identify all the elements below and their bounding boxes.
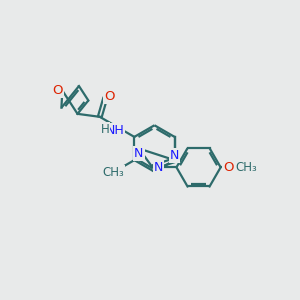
Text: N: N [170, 148, 179, 162]
Text: CH₃: CH₃ [102, 166, 124, 179]
Text: N: N [154, 161, 163, 174]
Text: H: H [100, 123, 109, 136]
Text: O: O [223, 161, 233, 174]
Text: N: N [134, 147, 143, 160]
Text: NH: NH [105, 124, 124, 137]
Text: CH₃: CH₃ [235, 161, 257, 174]
Text: O: O [52, 84, 63, 97]
Text: O: O [104, 89, 114, 103]
